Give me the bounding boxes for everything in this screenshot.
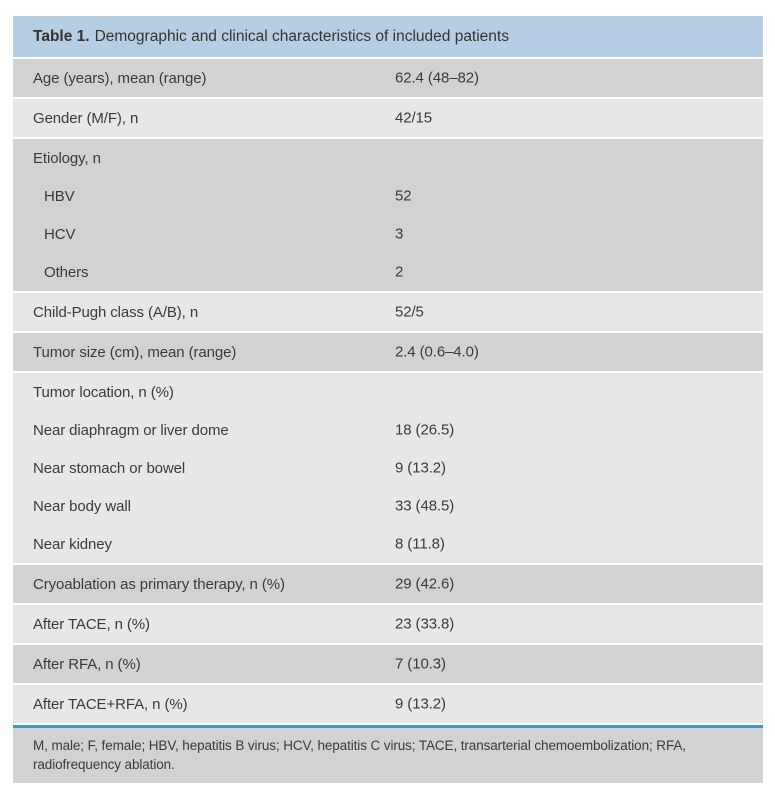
row-label: Others bbox=[44, 263, 89, 281]
row-label: Cryoablation as primary therapy, n (%) bbox=[33, 575, 285, 593]
row-label: HBV bbox=[44, 187, 75, 205]
row-label: After TACE, n (%) bbox=[33, 615, 150, 633]
row-value: 3 bbox=[395, 225, 404, 243]
row-value: 8 (11.8) bbox=[395, 535, 445, 553]
table-rowgroup-tumor-location: Tumor location, n (%) Near diaphragm or … bbox=[13, 373, 763, 563]
table-row-near-diaphragm: Near diaphragm or liver dome 18 (26.5) bbox=[13, 411, 763, 449]
row-value: 7 (10.3) bbox=[395, 655, 446, 673]
row-label: After TACE+RFA, n (%) bbox=[33, 695, 188, 713]
table-row-child-pugh: Child-Pugh class (A/B), n 52/5 bbox=[13, 293, 763, 331]
table-row-age: Age (years), mean (range) 62.4 (48–82) bbox=[13, 59, 763, 97]
table-row-hbv: HBV 52 bbox=[13, 177, 763, 215]
table-number-label: Table 1. bbox=[33, 27, 90, 45]
table-caption: Demographic and clinical characteristics… bbox=[94, 27, 509, 45]
row-value: 2.4 (0.6–4.0) bbox=[395, 343, 479, 361]
table-row-others: Others 2 bbox=[13, 253, 763, 291]
row-label: Near diaphragm or liver dome bbox=[33, 421, 229, 439]
table-row-after-tace-rfa: After TACE+RFA, n (%) 9 (13.2) bbox=[13, 685, 763, 723]
row-value: 9 (13.2) bbox=[395, 459, 446, 477]
table-row-hcv: HCV 3 bbox=[13, 215, 763, 253]
table-row-tumor-size: Tumor size (cm), mean (range) 2.4 (0.6–4… bbox=[13, 333, 763, 371]
row-value: 42/15 bbox=[395, 109, 433, 127]
table-row-near-kidney: Near kidney 8 (11.8) bbox=[13, 525, 763, 563]
row-label: HCV bbox=[44, 225, 76, 243]
row-value: 52/5 bbox=[395, 303, 424, 321]
row-label: Tumor size (cm), mean (range) bbox=[33, 343, 237, 361]
row-value: 23 (33.8) bbox=[395, 615, 455, 633]
row-value: 18 (26.5) bbox=[395, 421, 455, 439]
table-rowgroup-etiology: Etiology, n HBV 52 HCV 3 Others 2 bbox=[13, 139, 763, 291]
table-footnote: M, male; F, female; HBV, hepatitis B vir… bbox=[13, 725, 763, 784]
row-value: 33 (48.5) bbox=[395, 497, 455, 515]
row-value: 62.4 (48–82) bbox=[395, 69, 479, 87]
row-value: 9 (13.2) bbox=[395, 695, 446, 713]
row-label: After RFA, n (%) bbox=[33, 655, 141, 673]
table-row-near-body-wall: Near body wall 33 (48.5) bbox=[13, 487, 763, 525]
table-row-near-stomach: Near stomach or bowel 9 (13.2) bbox=[13, 449, 763, 487]
row-label: Near kidney bbox=[33, 535, 112, 553]
row-label: Gender (M/F), n bbox=[33, 109, 139, 127]
row-label: Child-Pugh class (A/B), n bbox=[33, 303, 199, 321]
row-value: 52 bbox=[395, 187, 412, 205]
row-label: Near stomach or bowel bbox=[33, 459, 186, 477]
row-label: Age (years), mean (range) bbox=[33, 69, 207, 87]
table-title-bar: Table 1. Demographic and clinical charac… bbox=[13, 16, 763, 57]
demographics-table: Table 1. Demographic and clinical charac… bbox=[13, 16, 763, 784]
row-value: 29 (42.6) bbox=[395, 575, 455, 593]
table-row-after-rfa: After RFA, n (%) 7 (10.3) bbox=[13, 645, 763, 683]
row-label: Tumor location, n (%) bbox=[33, 383, 174, 401]
table-row-tumor-location-header: Tumor location, n (%) bbox=[13, 373, 763, 411]
table-row-after-tace: After TACE, n (%) 23 (33.8) bbox=[13, 605, 763, 643]
row-label: Near body wall bbox=[33, 497, 131, 515]
row-value: 2 bbox=[395, 263, 404, 281]
table-row-cryoablation: Cryoablation as primary therapy, n (%) 2… bbox=[13, 565, 763, 603]
row-label: Etiology, n bbox=[33, 149, 101, 167]
table-row-etiology-header: Etiology, n bbox=[13, 139, 763, 177]
table-row-gender: Gender (M/F), n 42/15 bbox=[13, 99, 763, 137]
